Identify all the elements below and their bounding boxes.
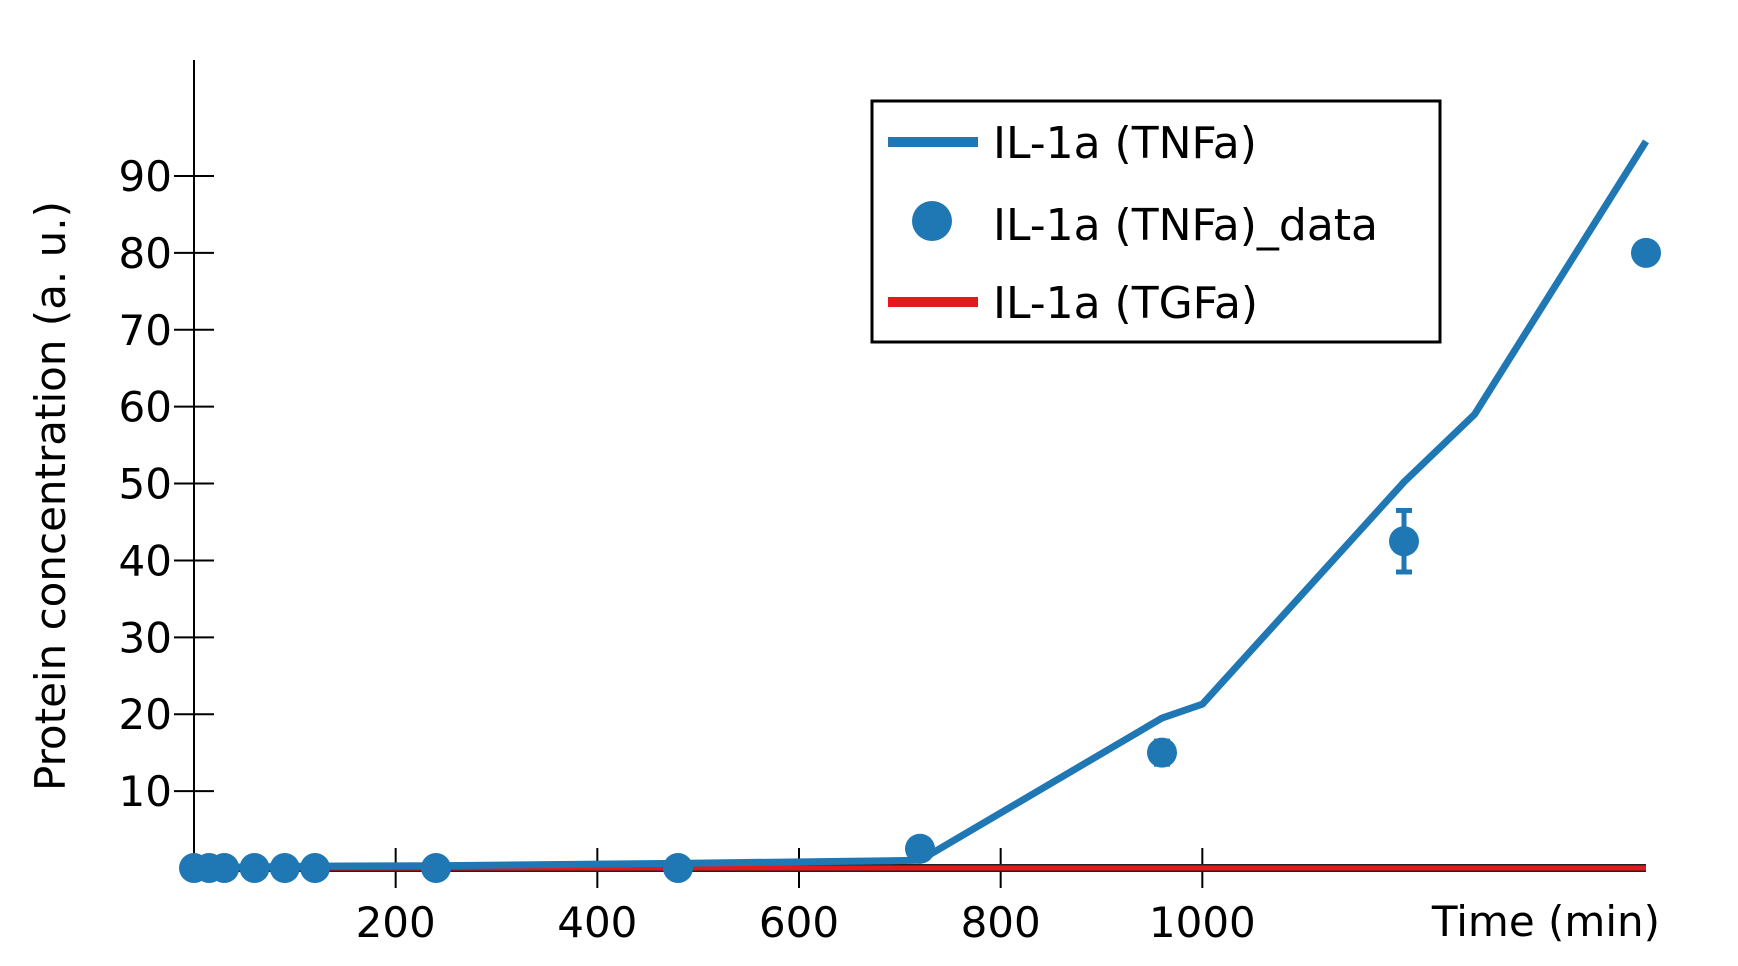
x-tick-label-400: 400 (557, 898, 637, 947)
data-point-11 (1631, 237, 1661, 268)
data-point-2 (209, 853, 240, 883)
y-tick-label-40: 40 (119, 536, 172, 585)
data-point-3 (239, 853, 270, 883)
y-tick-label-20: 20 (119, 690, 172, 739)
data-point-7 (663, 853, 693, 883)
x-tick-label-600: 600 (759, 898, 839, 947)
y-tick-label-10: 10 (119, 767, 172, 816)
y-tick-label-80: 80 (119, 229, 172, 278)
legend-swatch-tnfa-data (912, 201, 952, 241)
y-tick-label-70: 70 (119, 306, 172, 355)
y-axis-title: Protein concentration (a. u.) (26, 201, 75, 791)
x-tick-label-200: 200 (356, 898, 436, 947)
y-tick-label-50: 50 (119, 460, 172, 509)
data-point-8 (905, 833, 935, 864)
x-tick-label-800: 800 (961, 898, 1041, 947)
x-axis-title: Time (min) (1431, 897, 1660, 946)
data-point-9 (1147, 737, 1177, 768)
x-tick-label-1000: 1000 (1149, 898, 1256, 947)
legend-label-tgfa: IL-1a (TGFa) (993, 278, 1258, 329)
y-tick-label-30: 30 (119, 613, 172, 662)
axes: 10 20 30 40 50 60 70 80 90 200 400 600 800 1000 (119, 60, 1646, 947)
data-point-10 (1389, 526, 1419, 557)
plot-series (179, 139, 1661, 883)
legend-label-tnfa: IL-1a (TNFa) (993, 118, 1257, 169)
y-tick-label-90: 90 (119, 152, 172, 201)
legend: IL-1a (TNFa) IL-1a (TNFa)_data IL-1a (TG… (870, 99, 1442, 344)
data-point-4 (269, 853, 300, 883)
y-tick-label-60: 60 (119, 383, 172, 432)
data-point-6 (421, 853, 451, 883)
legend-label-tnfa-data: IL-1a (TNFa)_data (993, 200, 1378, 251)
data-point-5 (300, 853, 330, 883)
